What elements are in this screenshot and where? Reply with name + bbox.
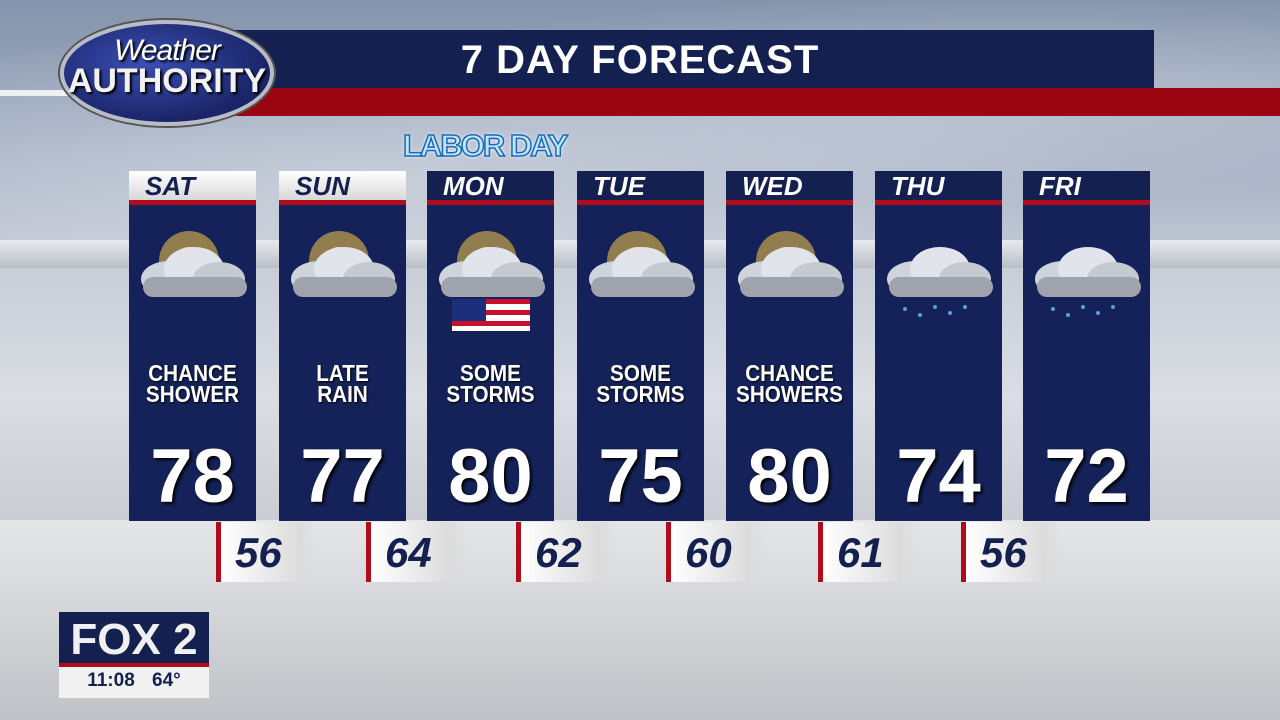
station-logo: FOX 2: [59, 612, 209, 667]
day-label: THU: [875, 171, 1002, 201]
low-temp: 64: [385, 529, 432, 576]
condition-text: LATE RAIN: [285, 360, 399, 407]
condition-line-2: STORMS: [596, 381, 685, 407]
studio-floor: [0, 520, 1280, 720]
low-temp-box: 56: [216, 522, 318, 582]
day-column-tue: TUE SOME STORMS 75: [577, 171, 704, 521]
partly-cloudy-sun-icon: [738, 231, 844, 297]
rain-cloud-icon: [1035, 247, 1141, 317]
weather-authority-logo: Weather AUTHORITY: [60, 20, 274, 126]
low-temp: 56: [235, 529, 282, 576]
logo-text-weather: Weather: [114, 34, 221, 67]
red-stripe: [230, 88, 1280, 116]
day-stripe: [577, 200, 704, 205]
high-temp: 74: [896, 434, 981, 519]
day-stripe: [279, 200, 406, 205]
low-temp: 62: [535, 529, 582, 576]
condition-line-1: CHANCE: [745, 360, 834, 386]
day-column-wed: WED CHANCE SHOWERS 80: [726, 171, 853, 521]
day-column-thu: THU 74: [875, 171, 1002, 521]
condition-text: SOME STORMS: [583, 360, 697, 407]
day-label: MON: [427, 171, 554, 201]
high-temp: 80: [747, 434, 832, 519]
condition-text: SOME STORMS: [433, 360, 547, 407]
title-bar: [230, 30, 1154, 88]
high-temp: 78: [150, 434, 235, 519]
current-time: 11:08: [87, 670, 135, 691]
day-stripe: [726, 200, 853, 205]
day-label: FRI: [1023, 171, 1150, 201]
holiday-label: LABOR DAY: [402, 127, 569, 164]
day-label: SUN: [279, 171, 406, 201]
partly-cloudy-sun-icon: [291, 231, 397, 297]
condition-line-2: SHOWER: [145, 381, 240, 407]
high-temp: 72: [1044, 434, 1129, 519]
page-title: 7 DAY FORECAST: [460, 38, 820, 82]
low-temp-box: 56: [961, 522, 1063, 582]
condition-line-1: SOME: [610, 360, 671, 386]
condition-text: CHANCE SHOWER: [135, 360, 249, 407]
day-label: WED: [726, 171, 853, 201]
station-bug: FOX 2 11:08 64°: [59, 612, 209, 698]
low-temp: 56: [980, 529, 1027, 576]
day-stripe: [129, 200, 256, 205]
logo-text-authority: AUTHORITY: [67, 62, 267, 100]
time-temp: 11:08 64°: [59, 667, 209, 694]
day-column-fri: FRI 72: [1023, 171, 1150, 521]
low-temp-box: 64: [366, 522, 468, 582]
high-temp: 77: [300, 434, 385, 519]
condition-line-2: STORMS: [446, 381, 535, 407]
partly-cloudy-sun-flag-icon: [439, 231, 545, 331]
low-temp-box: 61: [818, 522, 920, 582]
day-stripe: [875, 200, 1002, 205]
condition-line-2: SHOWERS: [736, 381, 843, 407]
partly-cloudy-sun-icon: [141, 231, 247, 297]
low-temp: 60: [685, 529, 732, 576]
condition-line-1: CHANCE: [148, 360, 237, 386]
low-temp: 61: [837, 529, 884, 576]
rain-cloud-icon: [887, 247, 993, 317]
accent-line: [0, 90, 80, 96]
condition-line-1: SOME: [460, 360, 521, 386]
low-temp-box: 62: [516, 522, 618, 582]
condition-line-1: LATE: [316, 360, 369, 386]
low-temp-box: 60: [666, 522, 768, 582]
day-label: TUE: [577, 171, 704, 201]
day-column-sat: SAT CHANCE SHOWER 78: [129, 171, 256, 521]
current-temp: 64°: [152, 670, 181, 691]
high-temp: 80: [448, 434, 533, 519]
partly-cloudy-sun-icon: [589, 231, 695, 297]
high-temp: 75: [598, 434, 683, 519]
day-stripe: [427, 200, 554, 205]
condition-text: CHANCE SHOWERS: [732, 360, 846, 407]
day-label: SAT: [129, 171, 256, 201]
day-stripe: [1023, 200, 1150, 205]
day-column-mon: MON SOME STORMS 80: [427, 171, 554, 521]
condition-line-2: RAIN: [317, 381, 368, 407]
day-column-sun: SUN LATE RAIN 77: [279, 171, 406, 521]
